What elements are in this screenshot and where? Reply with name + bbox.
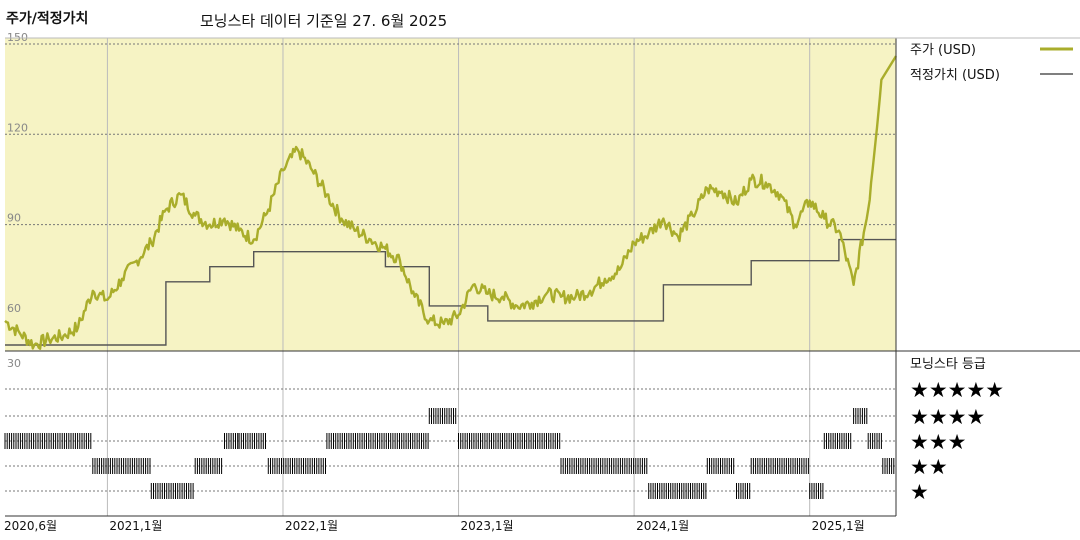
star-rating-labels: ★★★★★★★★★★★★★★★: [910, 378, 1004, 504]
rating-bar-3-star: [4, 433, 92, 449]
rating-bar-2-star: [706, 458, 735, 474]
rating-bar-1-star: [809, 483, 824, 499]
rating-bar-4-star: [428, 408, 457, 424]
rating-bar-3-star: [823, 433, 852, 449]
rating-bar-1-star: [150, 483, 194, 499]
rating-bar-1-star: [736, 483, 751, 499]
rating-bar-2-star: [267, 458, 326, 474]
price-line: [4, 55, 898, 350]
price-panel-background: [5, 38, 896, 351]
rating-bars: 30: [4, 357, 897, 499]
x-tick-label: 2021,1월: [109, 519, 162, 533]
rating-bar-3-star: [458, 433, 561, 449]
rating-bar-2-star: [750, 458, 809, 474]
x-tick-label: 2020,6월: [4, 519, 57, 533]
x-tick-label: 2024,1월: [636, 519, 689, 533]
star-label-4: ★★★★: [910, 405, 985, 429]
rating-y-tick-label: 30: [7, 357, 21, 370]
x-tick-label: 2022,1월: [285, 519, 338, 533]
x-tick-label: 2023,1월: [461, 519, 514, 533]
chart-title: 주가/적정가치: [6, 11, 89, 27]
rating-bar-2-star: [560, 458, 648, 474]
rating-bar-4-star: [853, 408, 868, 424]
star-label-1: ★: [910, 480, 929, 504]
star-label-5: ★★★★★: [910, 378, 1004, 402]
rating-legend-title: 모닝스타 등급: [910, 357, 986, 372]
rating-bar-1-star: [648, 483, 707, 499]
rating-bar-3-star: [867, 433, 882, 449]
y-tick-label: 60: [7, 302, 21, 315]
rating-bar-2-star: [92, 458, 151, 474]
legend-fair-value-label: 적정가치 (USD): [910, 68, 1000, 83]
star-label-2: ★★: [910, 455, 948, 479]
y-tick-label: 90: [7, 212, 21, 225]
rating-bar-2-star: [194, 458, 223, 474]
star-label-3: ★★★: [910, 430, 966, 454]
x-tick-label: 2025,1월: [812, 519, 865, 533]
rating-bar-3-star: [326, 433, 429, 449]
data-date-note: 모닝스타 데이터 기준일 27. 6월 2025: [200, 12, 448, 30]
y-tick-label: 120: [7, 121, 28, 134]
rating-bar-3-star: [224, 433, 239, 449]
legend-price-label: 주가 (USD): [910, 43, 976, 58]
x-axis-ticks: 2020,6월 2021,1월 2022,1월 2023,1월 2024,1월 2025,…: [4, 519, 865, 533]
fair-value-line: [5, 238, 896, 346]
rating-bar-3-star: [238, 433, 266, 449]
rating-bar-2-star: [882, 458, 897, 474]
